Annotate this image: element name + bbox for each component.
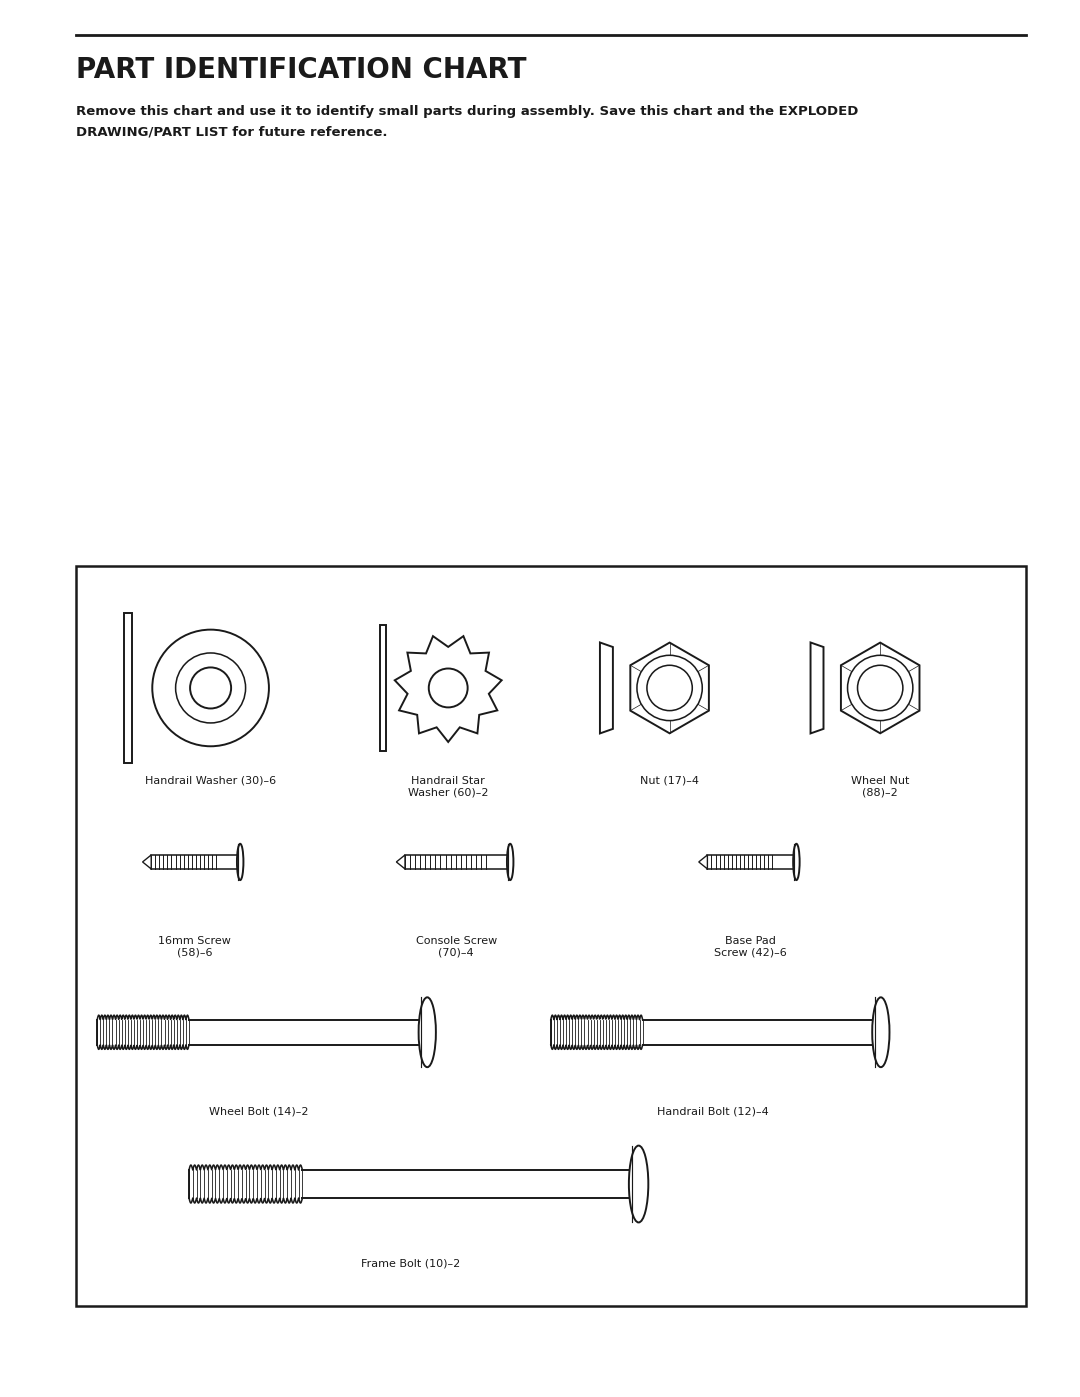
Ellipse shape — [873, 997, 890, 1067]
Polygon shape — [396, 855, 405, 869]
Text: 16mm Screw
(58)–6: 16mm Screw (58)–6 — [158, 936, 231, 957]
Bar — [551, 1020, 875, 1045]
Polygon shape — [143, 855, 151, 869]
Text: Handrail Washer (30)–6: Handrail Washer (30)–6 — [145, 775, 276, 787]
Text: DRAWING/PART LIST for future reference.: DRAWING/PART LIST for future reference. — [76, 126, 387, 138]
Polygon shape — [841, 643, 919, 733]
Bar — [707, 855, 794, 869]
Ellipse shape — [237, 844, 243, 880]
Text: Remove this chart and use it to identify small parts during assembly. Save this : Remove this chart and use it to identify… — [76, 105, 858, 117]
Ellipse shape — [429, 669, 468, 707]
Text: Handrail Star
Washer (60)–2: Handrail Star Washer (60)–2 — [408, 775, 488, 798]
Ellipse shape — [190, 668, 231, 708]
Ellipse shape — [848, 655, 913, 721]
Ellipse shape — [637, 655, 702, 721]
Ellipse shape — [647, 665, 692, 711]
Bar — [405, 855, 508, 869]
Text: Wheel Nut
(88)–2: Wheel Nut (88)–2 — [851, 775, 909, 798]
Text: Handrail Bolt (12)–4: Handrail Bolt (12)–4 — [657, 1106, 769, 1116]
Bar — [124, 612, 132, 763]
Polygon shape — [395, 636, 501, 742]
Ellipse shape — [176, 652, 245, 722]
Bar — [97, 1020, 421, 1045]
Text: Wheel Bolt (14)–2: Wheel Bolt (14)–2 — [210, 1106, 309, 1116]
Polygon shape — [631, 643, 708, 733]
Ellipse shape — [629, 1146, 648, 1222]
Ellipse shape — [793, 844, 799, 880]
Polygon shape — [699, 855, 707, 869]
Bar — [76, 566, 1026, 1306]
Bar — [151, 855, 238, 869]
Bar — [380, 624, 387, 750]
Ellipse shape — [507, 844, 513, 880]
Text: Frame Bolt (10)–2: Frame Bolt (10)–2 — [361, 1259, 460, 1268]
Text: Console Screw
(70)–4: Console Screw (70)–4 — [416, 936, 497, 957]
Text: Nut (17)–4: Nut (17)–4 — [640, 775, 699, 787]
Polygon shape — [810, 643, 824, 733]
Bar — [189, 1171, 632, 1199]
Ellipse shape — [152, 630, 269, 746]
Polygon shape — [600, 643, 613, 733]
Ellipse shape — [858, 665, 903, 711]
Text: Base Pad
Screw (42)–6: Base Pad Screw (42)–6 — [714, 936, 787, 957]
Text: PART IDENTIFICATION CHART: PART IDENTIFICATION CHART — [76, 56, 526, 84]
Ellipse shape — [419, 997, 436, 1067]
